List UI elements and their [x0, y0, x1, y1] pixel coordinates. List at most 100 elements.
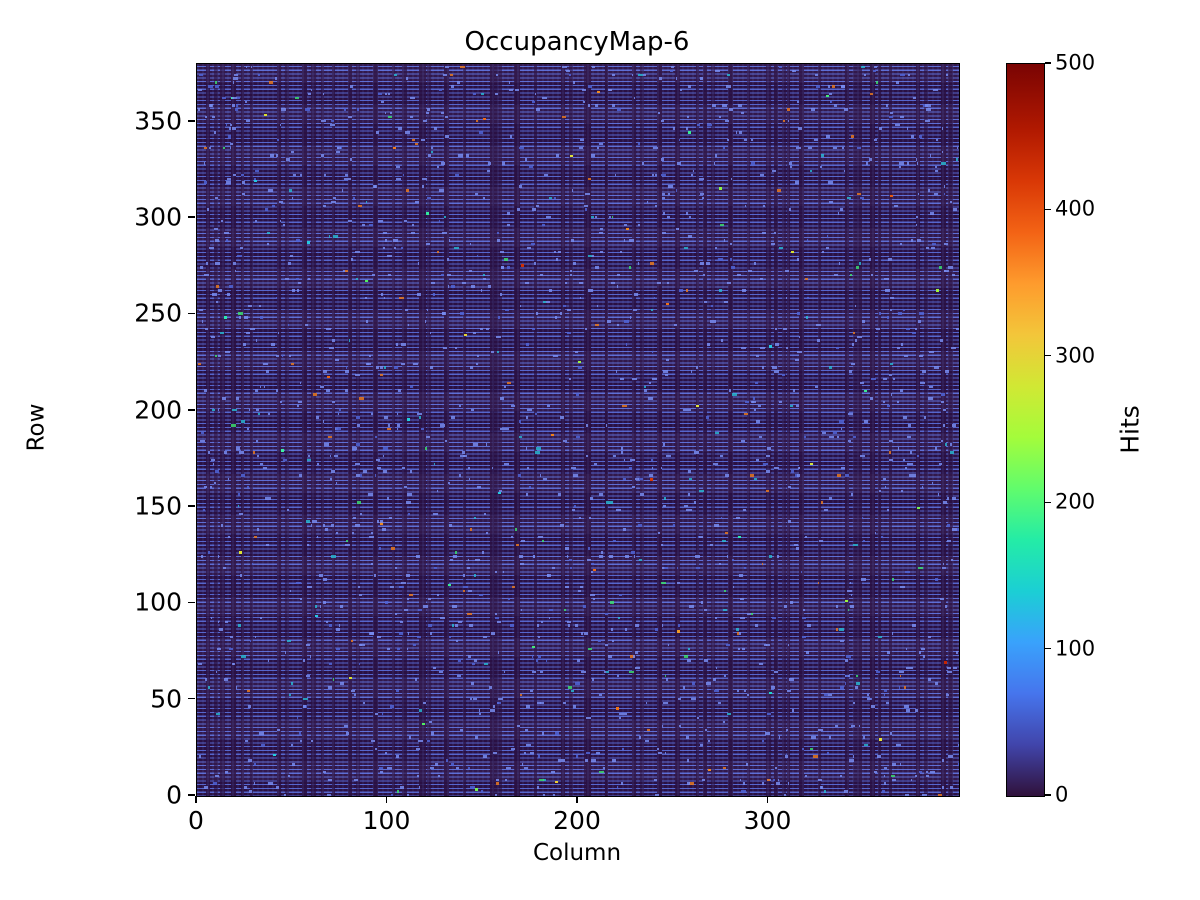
heatmap-pixel [549, 289, 552, 292]
heatmap-pixel [788, 678, 794, 681]
heatmap-pixel [815, 73, 818, 76]
heatmap-pixel [259, 385, 262, 388]
heatmap-pixel [715, 246, 718, 250]
heatmap-pixel [223, 231, 229, 234]
y-axis-tick [188, 408, 195, 411]
heatmap-pixel [417, 412, 423, 415]
heatmap-pixel [289, 189, 292, 192]
heatmap-hot-pixel [421, 722, 425, 726]
heatmap-pixel [705, 416, 709, 419]
heatmap-pixel [323, 173, 326, 177]
heatmap-pixel [581, 670, 586, 674]
heatmap-pixel [850, 724, 855, 728]
heatmap-pixel [407, 632, 410, 635]
heatmap-pixel [349, 85, 353, 88]
heatmap-pixel [372, 273, 376, 277]
heatmap-pixel [651, 350, 654, 354]
heatmap-pixel [548, 609, 554, 612]
heatmap-pixel [766, 713, 772, 716]
heatmap-pixel [404, 219, 407, 223]
heatmap-pixel [817, 778, 822, 781]
heatmap-pixel [660, 543, 664, 546]
heatmap-pixel [440, 162, 445, 165]
heatmap-pixel [409, 385, 413, 388]
heatmap-pixel [332, 339, 336, 342]
heatmap-pixel [764, 643, 767, 647]
heatmap-pixel [275, 389, 278, 392]
heatmap-pixel [504, 258, 509, 261]
heatmap-pixel [886, 316, 889, 319]
heatmap-pixel [721, 539, 726, 543]
heatmap-pixel [502, 162, 505, 165]
heatmap-pixel [213, 227, 218, 231]
heatmap-pixel [727, 555, 729, 558]
heatmap-pixel [335, 150, 341, 153]
heatmap-pixel [204, 389, 207, 392]
heatmap-pixel [915, 223, 918, 227]
heatmap-pixel [858, 262, 862, 265]
heatmap-pixel [198, 108, 200, 111]
heatmap-pixel [364, 297, 367, 300]
heatmap-pixel [242, 181, 246, 184]
heatmap-pixel [690, 370, 692, 373]
heatmap-pixel [910, 239, 914, 242]
heatmap-pixel [634, 624, 639, 627]
heatmap-pixel [216, 713, 221, 716]
heatmap-pixel [510, 535, 514, 539]
heatmap-pixel [926, 104, 931, 107]
heatmap-pixel [321, 119, 326, 123]
heatmap-pixel [203, 181, 207, 184]
heatmap-pixel [210, 609, 213, 612]
heatmap-pixel [911, 474, 916, 477]
heatmap-pixel [306, 643, 310, 647]
heatmap-pixel [474, 736, 479, 739]
heatmap-pixel [482, 551, 484, 554]
heatmap-pixel [482, 755, 487, 758]
heatmap-pixel [945, 370, 949, 373]
heatmap-pixel [904, 686, 906, 689]
heatmap-axes[interactable] [196, 63, 960, 797]
heatmap-pixel [611, 628, 613, 631]
heatmap-pixel [509, 88, 513, 92]
heatmap-pixel [828, 693, 833, 697]
heatmap-pixel [790, 404, 794, 408]
heatmap-pixel [786, 728, 789, 731]
heatmap-pixel [291, 150, 294, 153]
colorbar-tick [1045, 355, 1051, 357]
heatmap-pixel [355, 524, 361, 527]
heatmap-pixel [726, 643, 730, 647]
heatmap-pixel [888, 374, 892, 377]
heatmap-pixel [391, 794, 394, 796]
heatmap-pixel [621, 747, 625, 751]
heatmap-hot-pixel [844, 599, 848, 602]
heatmap-pixel [762, 562, 764, 566]
heatmap-pixel [839, 262, 841, 265]
heatmap-pixel [774, 370, 779, 373]
heatmap-pixel [804, 535, 807, 539]
heatmap-pixel [440, 616, 446, 620]
heatmap-pixel [241, 655, 247, 658]
heatmap-pixel [580, 632, 584, 635]
heatmap-pixel [584, 327, 588, 331]
heatmap-pixel [562, 304, 567, 308]
heatmap-pixel [198, 362, 201, 365]
heatmap-pixel [610, 601, 614, 604]
heatmap-pixel [934, 578, 938, 581]
heatmap-pixel [712, 104, 716, 107]
heatmap-pixel [889, 112, 893, 115]
heatmap-pixel [595, 323, 600, 327]
heatmap-pixel [508, 81, 510, 84]
heatmap-pixel [426, 308, 429, 311]
heatmap-pixel [933, 88, 938, 92]
heatmap-pixel [217, 555, 220, 558]
heatmap-pixel [861, 65, 865, 69]
heatmap-pixel [360, 512, 362, 516]
heatmap-pixel [638, 478, 643, 481]
heatmap-pixel [618, 593, 622, 597]
colorbar[interactable] [1006, 63, 1045, 797]
heatmap-hot-pixel [223, 316, 227, 319]
heatmap-pixel [593, 462, 597, 466]
heatmap-pixel [566, 308, 572, 311]
heatmap-pixel [487, 162, 491, 165]
heatmap-pixel [421, 428, 425, 431]
